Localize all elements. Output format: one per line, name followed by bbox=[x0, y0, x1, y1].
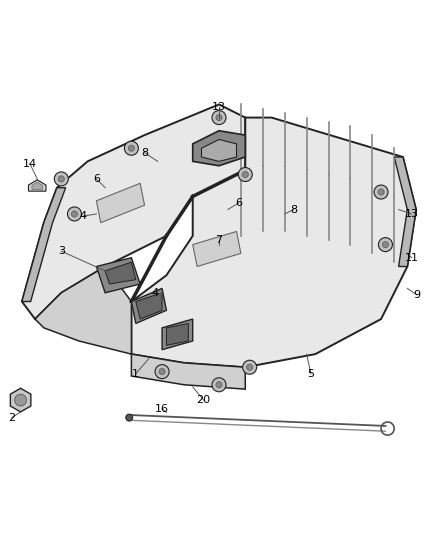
Polygon shape bbox=[131, 288, 166, 324]
Text: 8: 8 bbox=[141, 148, 148, 158]
Text: 11: 11 bbox=[405, 253, 419, 263]
Text: 2: 2 bbox=[8, 413, 15, 423]
Polygon shape bbox=[201, 140, 237, 161]
Circle shape bbox=[216, 115, 222, 120]
Text: 6: 6 bbox=[93, 174, 100, 184]
Text: 13: 13 bbox=[405, 209, 419, 219]
Polygon shape bbox=[136, 293, 162, 319]
Polygon shape bbox=[32, 182, 42, 189]
Text: 8: 8 bbox=[290, 205, 297, 215]
Text: 20: 20 bbox=[197, 395, 211, 405]
Circle shape bbox=[128, 145, 134, 151]
Text: 9: 9 bbox=[413, 290, 420, 300]
Circle shape bbox=[212, 378, 226, 392]
Circle shape bbox=[216, 382, 222, 388]
Polygon shape bbox=[22, 188, 66, 302]
Circle shape bbox=[54, 172, 68, 186]
Circle shape bbox=[374, 185, 388, 199]
Polygon shape bbox=[166, 324, 188, 345]
Polygon shape bbox=[394, 157, 416, 266]
Circle shape bbox=[247, 364, 253, 370]
Text: 1: 1 bbox=[132, 369, 139, 379]
Circle shape bbox=[238, 167, 252, 182]
Circle shape bbox=[243, 360, 257, 374]
Polygon shape bbox=[96, 183, 145, 223]
Polygon shape bbox=[162, 319, 193, 350]
Polygon shape bbox=[193, 131, 245, 166]
Polygon shape bbox=[11, 388, 31, 412]
Circle shape bbox=[126, 414, 133, 421]
Circle shape bbox=[58, 176, 64, 182]
Circle shape bbox=[242, 172, 248, 177]
Text: 5: 5 bbox=[307, 369, 314, 379]
Text: 7: 7 bbox=[215, 235, 223, 245]
Circle shape bbox=[212, 110, 226, 125]
Circle shape bbox=[378, 238, 392, 252]
Circle shape bbox=[67, 207, 81, 221]
Text: 16: 16 bbox=[155, 404, 169, 414]
Circle shape bbox=[71, 211, 78, 217]
Circle shape bbox=[382, 241, 389, 248]
Circle shape bbox=[14, 394, 26, 406]
Text: 6: 6 bbox=[235, 198, 242, 208]
Text: 4: 4 bbox=[152, 288, 159, 298]
Polygon shape bbox=[35, 266, 131, 354]
Polygon shape bbox=[131, 118, 416, 367]
Text: 14: 14 bbox=[23, 159, 37, 168]
Text: 4: 4 bbox=[80, 211, 87, 221]
Circle shape bbox=[155, 365, 169, 378]
Polygon shape bbox=[28, 180, 46, 191]
Polygon shape bbox=[131, 354, 245, 389]
Polygon shape bbox=[96, 258, 140, 293]
Circle shape bbox=[124, 141, 138, 155]
Polygon shape bbox=[193, 231, 241, 266]
Text: 13: 13 bbox=[212, 102, 226, 111]
Circle shape bbox=[159, 368, 165, 375]
Polygon shape bbox=[22, 104, 245, 319]
Text: 3: 3 bbox=[58, 246, 65, 256]
Circle shape bbox=[378, 189, 384, 195]
Polygon shape bbox=[105, 262, 136, 284]
